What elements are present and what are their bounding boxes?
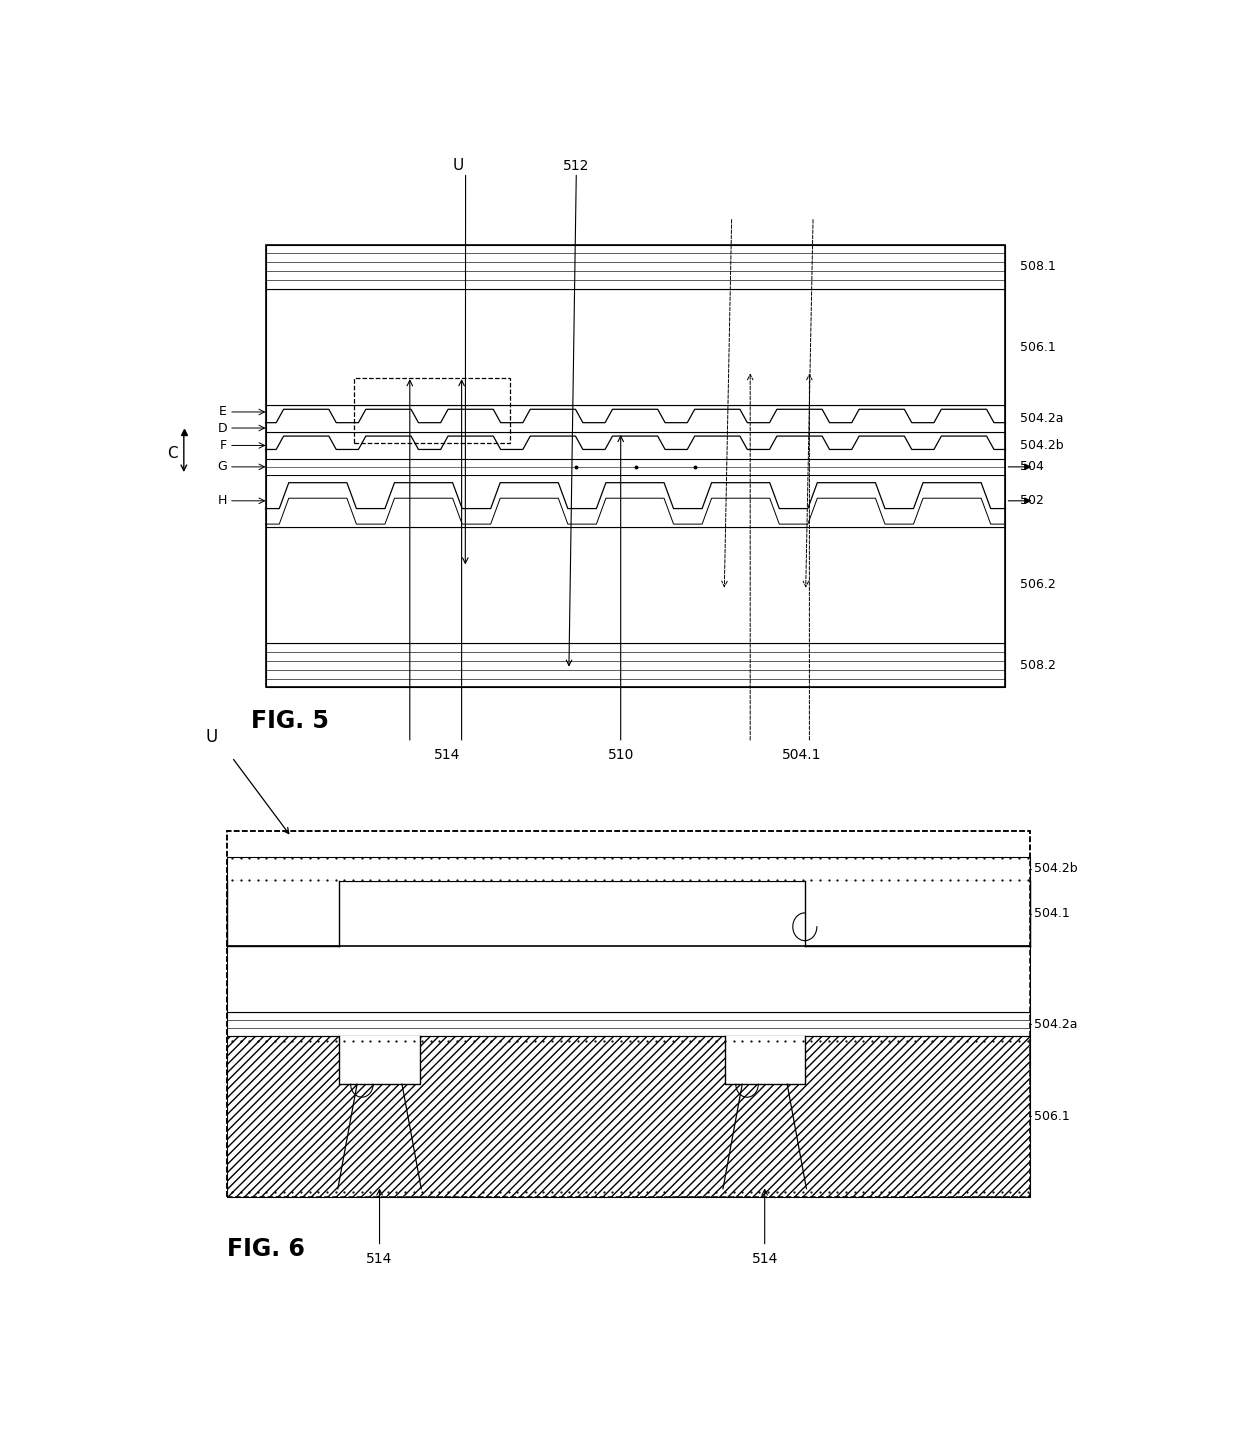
Text: 504.1: 504.1 (782, 748, 822, 762)
Bar (227, 1035, 1029, 1196)
Text: 512: 512 (563, 158, 589, 173)
Bar (265, 643, 1006, 687)
Text: 514: 514 (366, 1252, 393, 1265)
Text: 504: 504 (1019, 460, 1044, 473)
Bar (227, 857, 1029, 880)
Text: C: C (167, 446, 177, 462)
Text: 508.1: 508.1 (1019, 260, 1055, 273)
Bar (340, 1035, 419, 1084)
Text: D: D (217, 421, 227, 434)
Bar (265, 526, 1006, 643)
Bar (227, 880, 1029, 1012)
Text: 506.1: 506.1 (1034, 1110, 1070, 1123)
Bar (227, 831, 1029, 1196)
Text: U: U (453, 158, 464, 173)
Bar (227, 1035, 1029, 1196)
Text: 504.2a: 504.2a (1034, 1018, 1078, 1031)
Text: 506.1: 506.1 (1019, 341, 1055, 354)
Text: 514: 514 (751, 1252, 777, 1265)
Text: F: F (219, 439, 227, 452)
Bar (227, 831, 1029, 1196)
Text: U: U (205, 728, 217, 746)
Bar (265, 475, 1006, 526)
Bar (227, 1012, 1029, 1035)
Bar (227, 880, 1029, 1012)
Text: 504.1: 504.1 (1034, 907, 1070, 920)
Bar (265, 459, 1006, 475)
Text: 502: 502 (1019, 495, 1044, 508)
Bar (227, 880, 340, 946)
Text: 514: 514 (434, 748, 460, 762)
Bar (355, 378, 510, 443)
Text: 504.2b: 504.2b (1019, 439, 1064, 452)
Text: H: H (218, 495, 227, 508)
Text: FIG. 5: FIG. 5 (250, 709, 329, 732)
Text: 504.2a: 504.2a (1019, 413, 1064, 426)
Text: G: G (217, 460, 227, 473)
Bar (265, 244, 1006, 687)
Text: FIG. 6: FIG. 6 (227, 1237, 305, 1261)
Bar (805, 880, 1029, 946)
Text: 504.2b: 504.2b (1034, 863, 1078, 876)
Bar (724, 1035, 805, 1084)
Text: E: E (219, 406, 227, 418)
Bar (265, 406, 1006, 431)
Text: 510: 510 (608, 748, 634, 762)
Text: 508.2: 508.2 (1019, 659, 1055, 672)
Bar (265, 431, 1006, 459)
Text: 506.2: 506.2 (1019, 578, 1055, 591)
Bar (265, 289, 1006, 406)
Bar (265, 244, 1006, 289)
